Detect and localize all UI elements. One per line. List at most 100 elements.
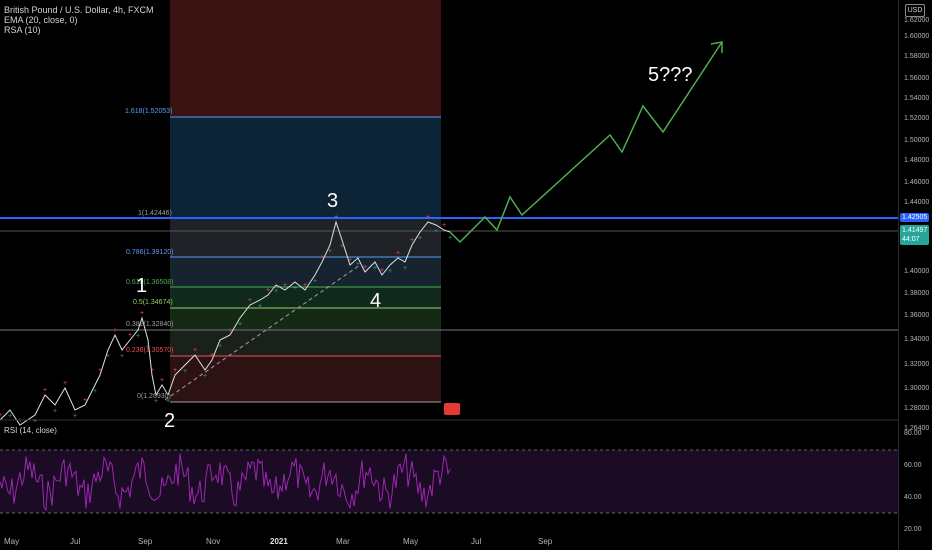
signal-marker: + [320,254,324,261]
signal-marker: + [193,347,197,354]
signal-marker: + [266,287,270,294]
price-tick: 1.38000 [904,290,930,297]
price-markers: + + + + + + + + + + + + + + + + + + + + + + + + + + + + + + + + + + + + + + + +… [0,214,452,425]
signal-marker: + [63,380,67,387]
time-tick: Jul [471,537,482,546]
chart-canvas[interactable]: + + + + + + + + + + + + + + + + + + + + + + + + + + + + + + + + + + + + + + + +… [0,0,898,550]
projection-arrowhead [710,41,723,53]
wave-label-1[interactable]: 1 [136,275,148,297]
rsi-tick: 40.00 [904,494,922,501]
fib-label-1618: 1.618(1.52053) [125,108,173,115]
signal-marker: + [283,282,287,289]
signal-marker: + [33,418,37,425]
price-tick: 1.62000 [904,17,930,24]
wave-label-3[interactable]: 3 [327,190,339,212]
signal-marker: + [328,248,332,255]
signal-marker: + [218,343,222,350]
price-tick: 1.44000 [904,199,930,206]
price-tick: 1.32000 [904,361,930,368]
fib-label-0786: 0.786(1.39120) [126,249,174,256]
time-tick: Jul [70,537,81,546]
fib-label-0236: 0.236(1.30570) [126,347,174,354]
time-tick: May [4,537,20,546]
currency-badge[interactable]: USD [905,4,925,17]
fib-lines [0,116,898,403]
current-price-label: 1.42505 [900,213,930,222]
rsi-indicator-label[interactable]: RSI (14, close) [4,426,57,435]
time-tick: May [403,537,419,546]
signal-marker: + [140,310,144,317]
signal-marker: + [8,413,12,420]
last-price-value: 1.41497 [902,227,928,234]
signal-marker: + [363,264,367,271]
signal-marker: + [73,413,77,420]
signal-marker: + [434,228,438,235]
fib-zone-0236 [170,356,441,402]
price-path [0,220,451,426]
trend-line[interactable] [164,264,361,401]
time-tick: Sep [138,537,153,546]
wave-label-4[interactable]: 4 [370,290,382,312]
signal-marker: + [293,285,297,292]
wave-label-2[interactable]: 2 [164,410,176,432]
rsi-tick: 60.00 [904,462,922,469]
signal-marker: + [388,268,392,275]
signal-marker: + [228,327,232,334]
signal-marker: + [83,397,87,404]
fib-label-1: 1(1.42446) [138,210,172,217]
fib-zone-top [170,0,441,117]
rsi-tick: 20.00 [904,526,922,533]
signal-marker: + [396,250,400,257]
price-axis[interactable] [898,0,932,550]
signal-marker: + [113,327,117,334]
signal-marker: + [128,332,132,339]
signal-marker: + [410,237,414,244]
signal-marker: + [426,214,430,221]
signal-marker: + [348,257,352,264]
flag-badge[interactable] [444,403,460,415]
signal-marker: + [0,412,2,419]
signal-marker: + [403,265,407,272]
signal-marker: + [150,367,154,374]
rsa-indicator-label[interactable]: RSA (10) [4,25,41,35]
fib-label-0382: 0.382(1.32840) [126,321,174,328]
signal-marker: + [274,288,278,295]
signal-marker: + [120,353,124,360]
signal-marker: + [173,367,177,374]
chart-legend: British Pound / U.S. Dollar, 4h, FXCM EM… [4,5,154,35]
signal-marker: + [154,398,158,405]
fib-zone-0786 [170,257,441,287]
price-tick: 1.40000 [904,268,930,275]
signal-marker: + [43,387,47,394]
fib-zone-1618 [170,117,441,218]
price-tick: 1.58000 [904,53,930,60]
rsi-line [0,453,451,512]
countdown-timer: 44:07 [902,236,920,243]
signal-marker: + [303,282,307,289]
signal-marker: + [160,377,164,384]
price-tick: 1.56000 [904,75,930,82]
signal-marker: + [106,353,110,360]
signal-marker: + [442,222,446,229]
signal-marker: + [340,243,344,250]
signal-marker: + [418,235,422,242]
signal-marker: + [373,265,377,272]
time-tick: Mar [336,537,350,546]
price-tick: 1.60000 [904,33,930,40]
fib-label-0: 0(1.26930) [137,393,171,400]
fib-label-0618: 0.618(1.36508) [126,279,174,286]
time-tick: Nov [206,537,221,546]
signal-marker: + [53,408,57,415]
wave-label-5[interactable]: 5??? [648,64,693,86]
signal-marker: + [238,321,242,328]
ema-indicator-label[interactable]: EMA (20, close, 0) [4,15,78,25]
signal-marker: + [258,303,262,310]
price-tick: 1.48000 [904,157,930,164]
time-tick: Sep [538,537,553,546]
signal-marker: + [248,297,252,304]
price-tick: 1.28000 [904,405,930,412]
projection-path[interactable] [449,41,723,244]
signal-marker: + [183,368,187,375]
symbol-title[interactable]: British Pound / U.S. Dollar, 4h, FXCM [4,5,154,15]
signal-marker: + [166,398,170,405]
